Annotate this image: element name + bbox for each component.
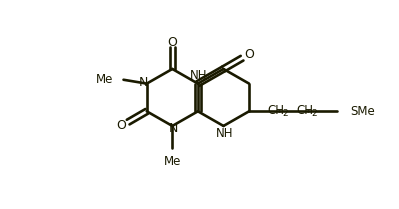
Text: —: — <box>286 105 299 118</box>
Text: CH: CH <box>267 104 284 117</box>
Text: Me: Me <box>164 155 181 168</box>
Text: N: N <box>139 76 148 89</box>
Text: O: O <box>116 120 126 133</box>
Text: CH: CH <box>296 104 313 117</box>
Text: O: O <box>168 36 177 49</box>
Text: NH: NH <box>190 69 207 82</box>
Text: NH: NH <box>215 127 233 140</box>
Text: SMe: SMe <box>350 105 375 118</box>
Text: —: — <box>316 105 328 118</box>
Text: 2: 2 <box>311 109 317 118</box>
Text: O: O <box>244 48 254 61</box>
Text: 2: 2 <box>282 109 288 118</box>
Text: Me: Me <box>96 73 113 86</box>
Text: N: N <box>168 122 178 135</box>
